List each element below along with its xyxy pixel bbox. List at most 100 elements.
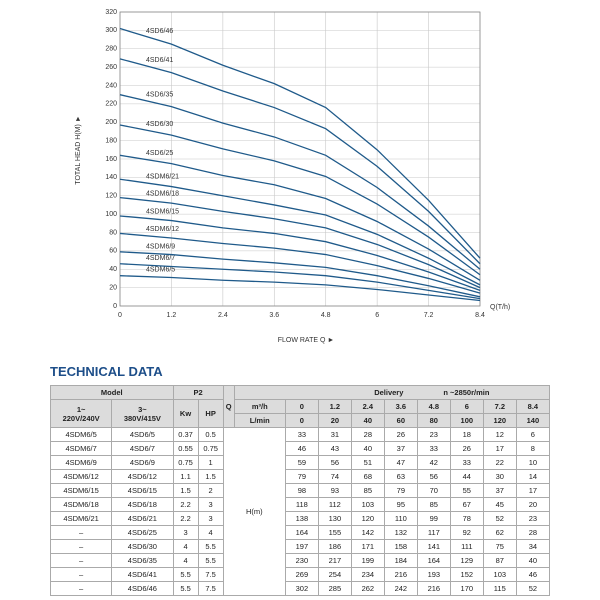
curve-label: 4SDM6/12 xyxy=(146,226,179,233)
kw-cell: 2.2 xyxy=(172,511,199,526)
table-row: –4SD6/30 4 5.5 197 186 171 158 141 111 75 34 xyxy=(49,539,551,554)
model-cell: 4SDM6/5 xyxy=(49,427,113,442)
head-cell: 47 xyxy=(383,455,418,470)
head-cell: 6 xyxy=(515,427,551,442)
header-cell: 6 xyxy=(449,399,484,414)
x-axis-label: FLOW RATE Q ► xyxy=(278,337,335,344)
hp-cell: 0.5 xyxy=(197,427,224,442)
table-row: 4SDM6/7 4SD6/7 0.55 0.75 46 43 40 37 33 26 17 8 xyxy=(49,441,551,456)
model-cell: – xyxy=(49,567,113,582)
head-cell: 31 xyxy=(317,427,352,442)
head-cell: 132 xyxy=(383,525,418,540)
x-tick-label: 2.4 xyxy=(218,312,228,319)
curve xyxy=(119,215,481,291)
model-cell: 4SDM6/12 xyxy=(49,469,113,484)
model-cell: 4SD6/9 xyxy=(111,455,174,470)
table-row: 4SDM6/21 4SD6/21 2.2 3 138 130 120 110 99 78 52 23 xyxy=(49,511,551,526)
head-cell: 46 xyxy=(284,441,319,456)
curve xyxy=(119,196,481,289)
head-cell: 141 xyxy=(416,539,451,554)
header-cell: 60 xyxy=(383,413,418,428)
head-cell: 78 xyxy=(449,511,484,526)
y-tick-label: 240 xyxy=(105,82,117,89)
y-tick-label: 280 xyxy=(105,46,117,53)
head-cell: 22 xyxy=(482,455,517,470)
head-cell: 51 xyxy=(350,455,385,470)
y-tick-label: 320 xyxy=(105,9,117,16)
head-cell: 79 xyxy=(383,483,418,498)
head-cell: 217 xyxy=(317,553,352,568)
model-cell: – xyxy=(49,581,113,596)
table-title: TECHNICAL DATA xyxy=(50,364,163,379)
head-cell: 99 xyxy=(416,511,451,526)
head-cell: 234 xyxy=(350,567,385,582)
head-cell: 33 xyxy=(284,427,319,442)
curve xyxy=(119,263,481,300)
header-cell: 8.4 xyxy=(515,399,551,414)
curve-label: 4SDM6/9 xyxy=(146,243,175,250)
head-cell: 129 xyxy=(449,553,484,568)
model-cell: 4SD6/21 xyxy=(111,511,174,526)
hp-cell: 3 xyxy=(197,511,224,526)
head-cell: 216 xyxy=(416,581,451,596)
head-cell: 30 xyxy=(482,469,517,484)
header-cell: 120 xyxy=(482,413,517,428)
kw-cell: 0.75 xyxy=(172,455,199,470)
model-cell: – xyxy=(49,525,113,540)
hp-cell: 4 xyxy=(197,525,224,540)
head-cell: 40 xyxy=(350,441,385,456)
head-cell: 117 xyxy=(416,525,451,540)
curve-label: 4SD6/41 xyxy=(146,57,173,64)
header-cell: 1~ 220V/240V xyxy=(49,399,113,428)
table-row: –4SD6/46 5.5 7.5 302 285 262 242 216 170 115 52 xyxy=(49,581,551,596)
curve xyxy=(119,154,481,281)
head-cell: 98 xyxy=(284,483,319,498)
model-cell: 4SDM6/7 xyxy=(49,441,113,456)
head-cell: 142 xyxy=(350,525,385,540)
y-axis-label: TOTAL HEAD H(M) ► xyxy=(75,115,82,184)
header-cell: Q xyxy=(222,385,235,428)
head-cell: 118 xyxy=(284,497,319,512)
head-cell: 26 xyxy=(383,427,418,442)
head-cell: 262 xyxy=(350,581,385,596)
curve xyxy=(119,58,481,265)
model-cell: – xyxy=(49,553,113,568)
hp-cell: 5.5 xyxy=(197,553,224,568)
curve xyxy=(119,275,481,302)
head-cell: 46 xyxy=(515,567,551,582)
head-cell: 56 xyxy=(317,455,352,470)
head-cell: 164 xyxy=(416,553,451,568)
curve xyxy=(119,178,481,286)
model-cell: 4SDM6/21 xyxy=(49,511,113,526)
model-cell: – xyxy=(49,539,113,554)
curve xyxy=(119,27,481,259)
x-tick-label: 8.4 xyxy=(475,312,485,319)
head-cell: 43 xyxy=(317,441,352,456)
curve-label: 4SDM6/18 xyxy=(146,191,179,198)
header-cell: L/min xyxy=(233,413,286,428)
y-tick-label: 100 xyxy=(105,211,117,218)
head-cell: 45 xyxy=(482,497,517,512)
head-cell: 14 xyxy=(515,469,551,484)
table-row: Model P2 Q Delivery n ~2850r/min xyxy=(50,385,551,428)
model-cell: 4SD6/15 xyxy=(111,483,174,498)
head-cell: 52 xyxy=(515,581,551,596)
head-cell: 103 xyxy=(350,497,385,512)
kw-cell: 4 xyxy=(172,539,199,554)
head-cell: 79 xyxy=(284,469,319,484)
table-row: 4SDM6/18 4SD6/18 2.2 3 118 112 103 95 85 67 45 20 xyxy=(49,497,551,512)
curve-label: 4SD6/25 xyxy=(146,150,173,157)
head-cell: 197 xyxy=(284,539,319,554)
model-cell: 4SD6/12 xyxy=(111,469,174,484)
head-cell: 40 xyxy=(515,553,551,568)
head-cell: 171 xyxy=(350,539,385,554)
x-tick-label: 0 xyxy=(118,312,122,319)
header-text: 1~ xyxy=(76,404,86,414)
plot-frame xyxy=(119,11,481,307)
kw-cell: 1.1 xyxy=(172,469,199,484)
head-cell: 95 xyxy=(383,497,418,512)
head-cell: 242 xyxy=(383,581,418,596)
model-cell: 4SD6/30 xyxy=(111,539,174,554)
y-tick-label: 180 xyxy=(105,137,117,144)
